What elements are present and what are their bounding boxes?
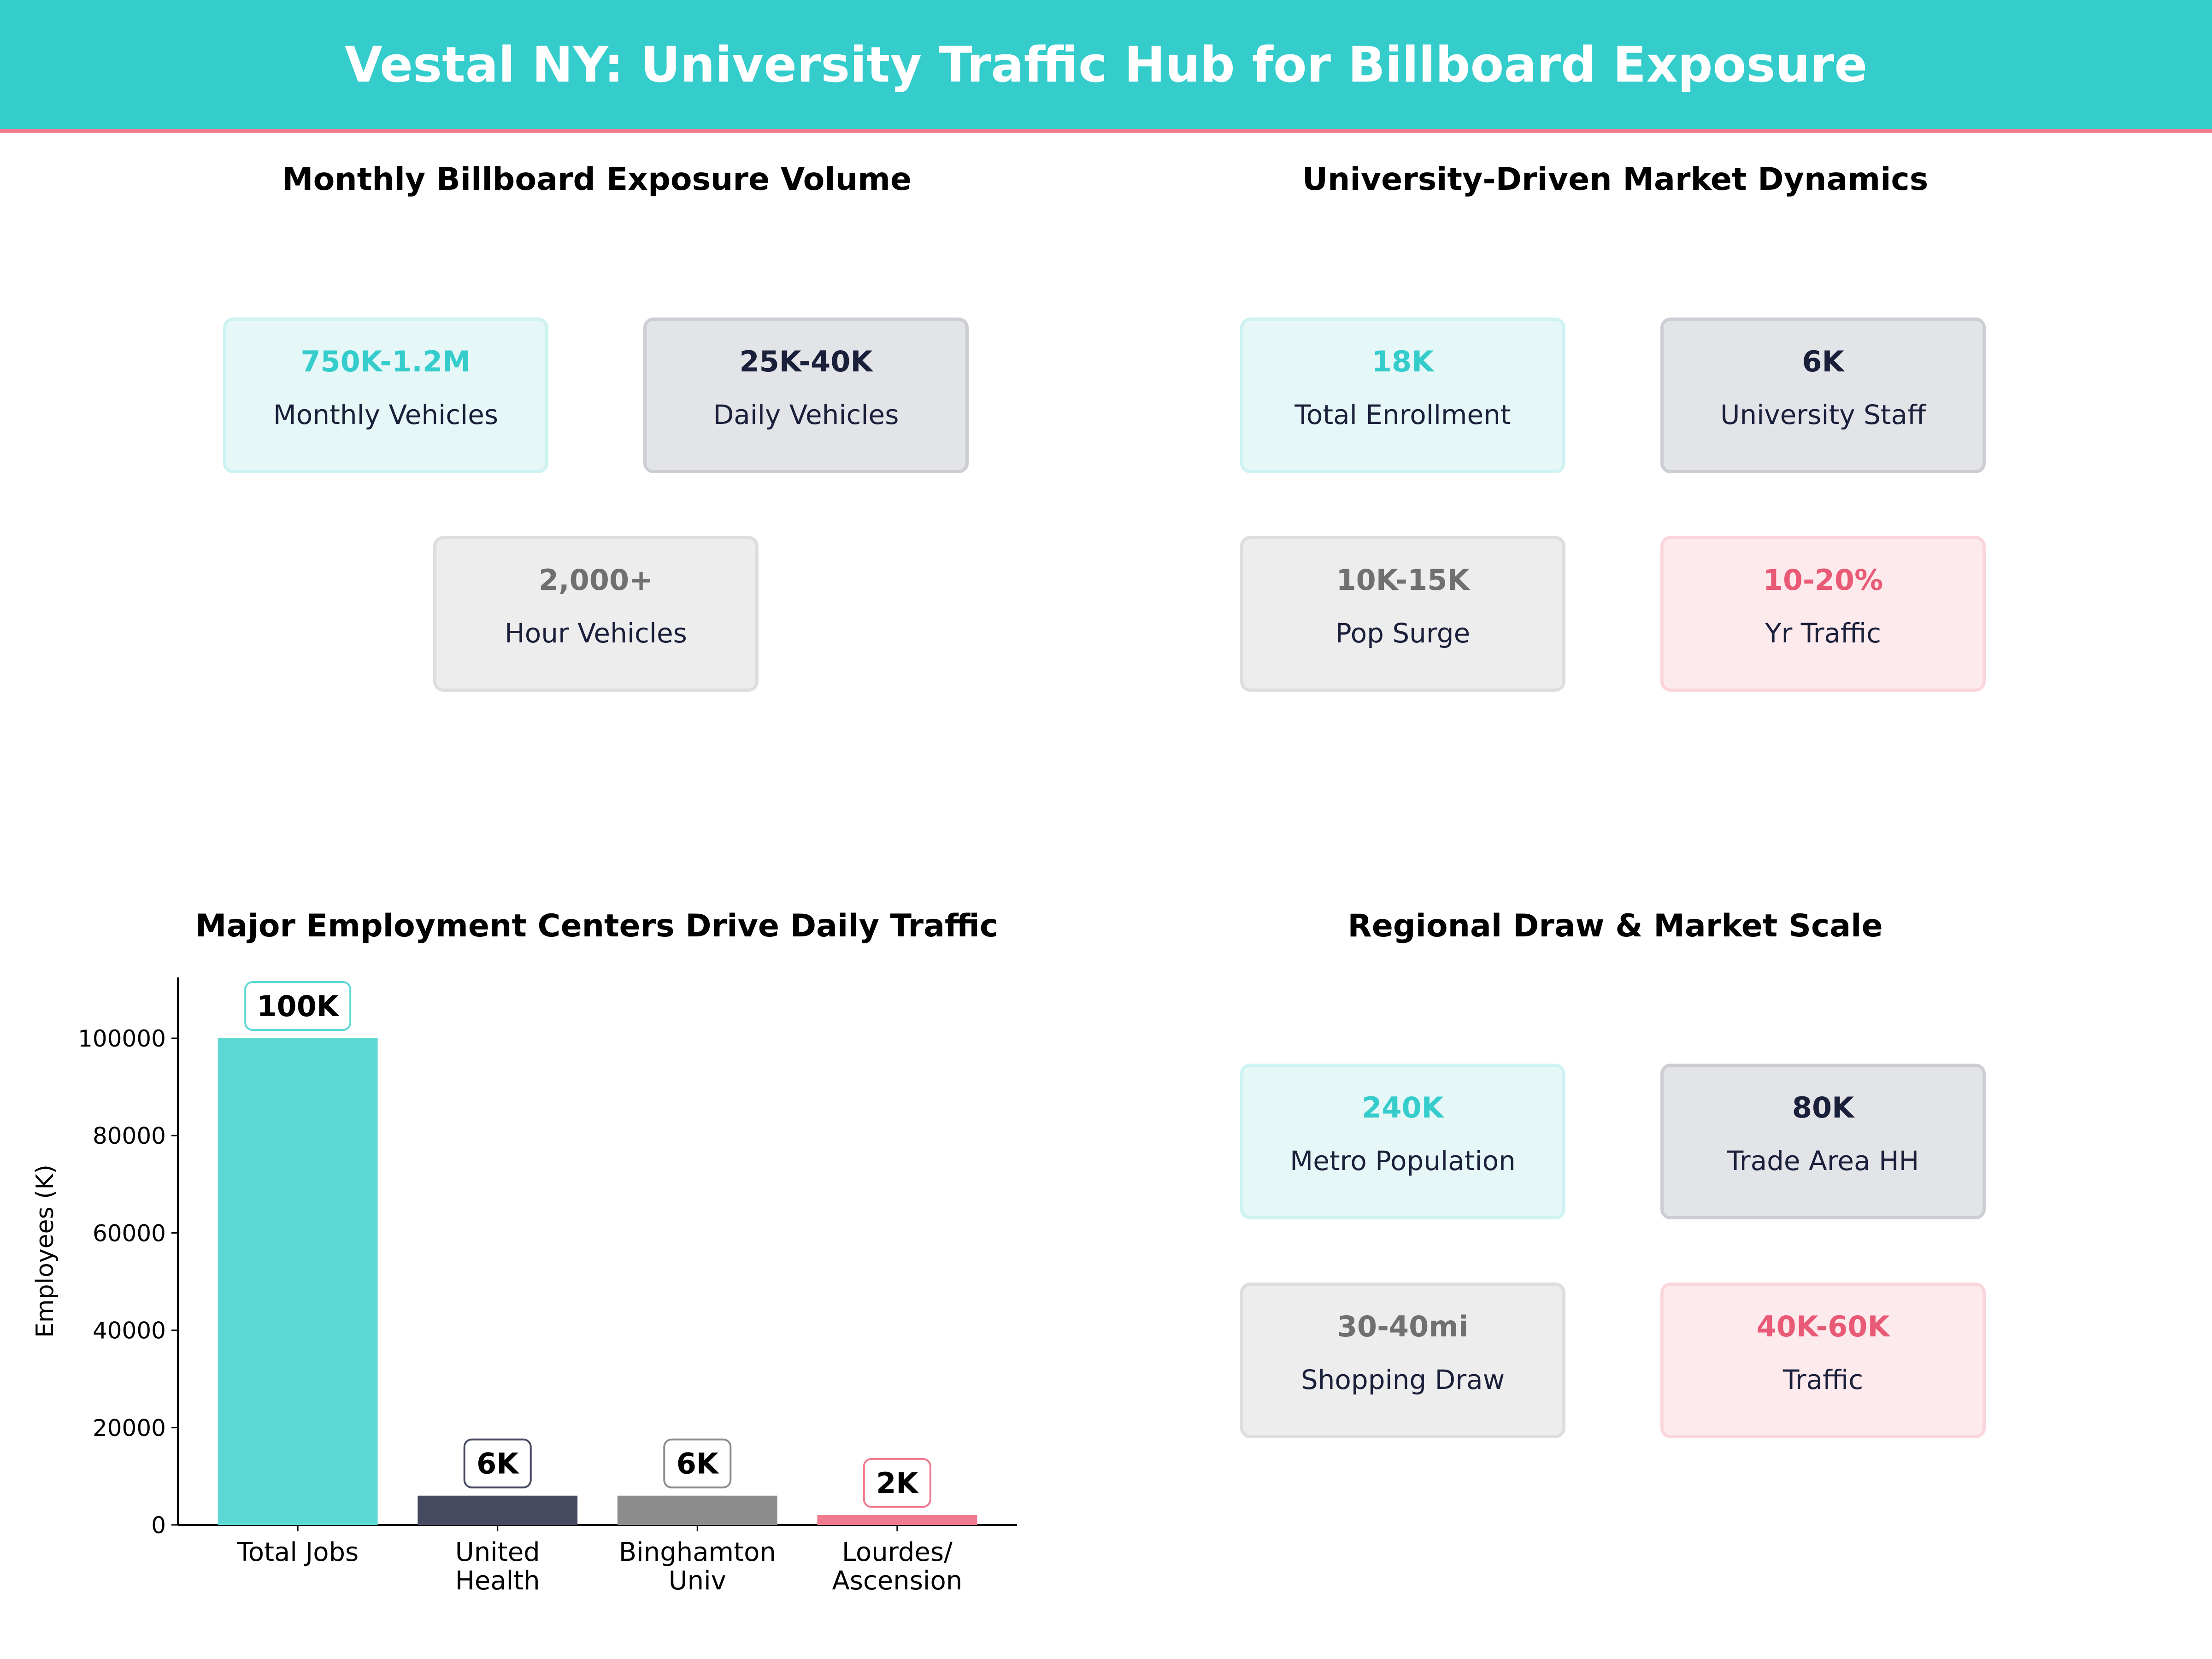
- x-tick-label: Lourdes/: [842, 1537, 953, 1567]
- x-tick-label: Total Jobs: [236, 1537, 359, 1567]
- stat-label: Shopping Draw: [1300, 1364, 1505, 1395]
- stat-value: 18K: [1371, 345, 1434, 378]
- stat-label: Trade Area HH: [1727, 1145, 1919, 1177]
- data-label-box: [244, 981, 352, 1031]
- data-label: 100K: [257, 989, 339, 1023]
- stat-label: University Staff: [1720, 399, 1926, 430]
- stat-label: Hour Vehicles: [505, 618, 687, 649]
- data-label-box: [863, 1458, 931, 1508]
- bar: [817, 1515, 977, 1525]
- stat-card: 750K-1.2M Monthly Vehicles: [223, 318, 548, 473]
- stat-value: 25K-40K: [739, 345, 873, 378]
- stat-card: 2,000+ Hour Vehicles: [433, 536, 759, 692]
- chart-title: Major Employment Centers Drive Daily Tra…: [195, 908, 999, 944]
- stat-card: 10-20% Yr Traffic: [1660, 536, 1986, 692]
- stat-label: Daily Vehicles: [713, 399, 899, 430]
- x-tick-label: Univ: [669, 1566, 726, 1596]
- header-banner: Vestal NY: University Traffic Hub for Bi…: [0, 0, 2212, 133]
- y-tick-label: 0: [151, 1512, 166, 1539]
- stat-value: 10-20%: [1763, 563, 1883, 597]
- y-axis-label: Employees (K): [31, 1165, 59, 1338]
- bar: [218, 1038, 378, 1525]
- stat-label: Metro Population: [1290, 1145, 1516, 1177]
- y-tick-label: 20000: [93, 1415, 166, 1441]
- data-label: 6K: [477, 1447, 519, 1481]
- stat-card: 25K-40K Daily Vehicles: [643, 318, 969, 473]
- panel-title-exposure: Monthly Billboard Exposure Volume: [282, 161, 912, 198]
- stat-card: 80K Trade Area HH: [1660, 1064, 1986, 1219]
- x-tick-label: Ascension: [832, 1566, 962, 1596]
- stat-value: 80K: [1792, 1091, 1854, 1124]
- bar: [418, 1495, 578, 1525]
- stat-card: 40K-60K Traffic: [1660, 1282, 1986, 1438]
- stat-card: 30-40mi Shopping Draw: [1240, 1282, 1565, 1438]
- stat-label: Yr Traffic: [1765, 618, 1881, 649]
- x-tick-label: Health: [455, 1566, 540, 1596]
- stat-value: 40K-60K: [1756, 1310, 1890, 1343]
- stat-value: 750K-1.2M: [300, 345, 471, 378]
- page-title: Vestal NY: University Traffic Hub for Bi…: [344, 36, 1868, 93]
- data-label: 2K: [876, 1466, 919, 1500]
- bar: [617, 1495, 777, 1525]
- y-tick-label: 80000: [93, 1123, 166, 1149]
- stat-label: Traffic: [1783, 1364, 1864, 1395]
- stat-value: 10K-15K: [1336, 563, 1470, 597]
- panel-title-regional: Regional Draw & Market Scale: [1347, 908, 1883, 944]
- stat-card: 10K-15K Pop Surge: [1240, 536, 1565, 692]
- y-tick-label: 60000: [93, 1220, 166, 1247]
- stat-value: 6K: [1802, 345, 1844, 378]
- stat-value: 2,000+: [538, 563, 653, 597]
- stat-card: 18K Total Enrollment: [1240, 318, 1565, 473]
- x-tick-label: Binghamton: [619, 1537, 776, 1567]
- x-tick-label: United: [455, 1537, 540, 1567]
- stat-label: Monthly Vehicles: [273, 399, 499, 430]
- stat-label: Total Enrollment: [1294, 399, 1511, 430]
- stat-card: 240K Metro Population: [1240, 1064, 1565, 1219]
- stat-label: Pop Surge: [1335, 618, 1471, 649]
- data-label: 6K: [677, 1447, 719, 1481]
- y-tick-label: 100000: [78, 1025, 166, 1052]
- stat-value: 30-40mi: [1337, 1310, 1469, 1343]
- stat-card: 6K University Staff: [1660, 318, 1986, 473]
- stat-value: 240K: [1362, 1091, 1444, 1124]
- data-label-box: [663, 1438, 732, 1488]
- y-tick-label: 40000: [93, 1318, 166, 1344]
- panel-title-market: University-Driven Market Dynamics: [1302, 161, 1929, 198]
- data-label-box: [463, 1438, 532, 1488]
